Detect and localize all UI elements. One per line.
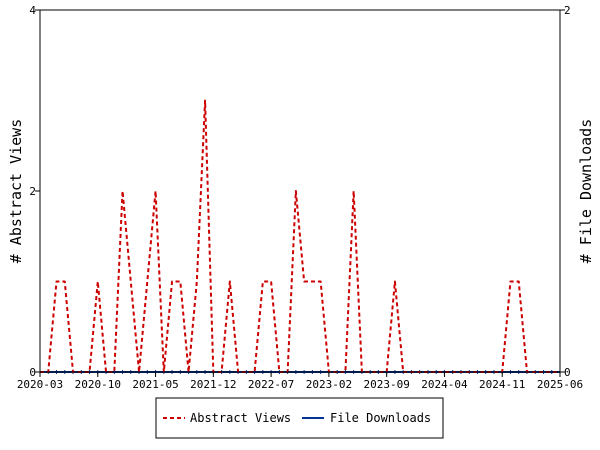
left-tick-label: 0: [29, 366, 36, 379]
legend: Abstract Views File Downloads: [155, 397, 444, 439]
legend-box: [155, 397, 444, 439]
x-tick-label: 2022-07: [248, 378, 294, 391]
x-tick-label: 2023-09: [363, 378, 409, 391]
right-tick-label: 0: [564, 366, 571, 379]
x-tick-label: 2021-12: [190, 378, 236, 391]
plot-frame: [39, 9, 561, 373]
left-tick-label: 2: [29, 185, 36, 198]
right-axis-title: # File Downloads: [577, 119, 595, 264]
x-tick-label: 2023-02: [306, 378, 352, 391]
right-tick-label: 2: [564, 4, 571, 17]
legend-label-abstract-views: Abstract Views: [190, 411, 291, 425]
x-tick-label: 2021-05: [132, 378, 178, 391]
x-tick-label: 2024-11: [479, 378, 525, 391]
x-tick-label: 2024-04: [421, 378, 468, 391]
legend-label-file-downloads: File Downloads: [330, 411, 431, 425]
x-tick-label: 2020-10: [75, 378, 121, 391]
series-line-abstract-views: [40, 99, 560, 373]
left-axis-title: # Abstract Views: [7, 119, 25, 264]
x-tick-label: 2020-03: [17, 378, 63, 391]
left-tick-label: 4: [29, 4, 36, 17]
x-tick-label: 2025-06: [537, 378, 583, 391]
